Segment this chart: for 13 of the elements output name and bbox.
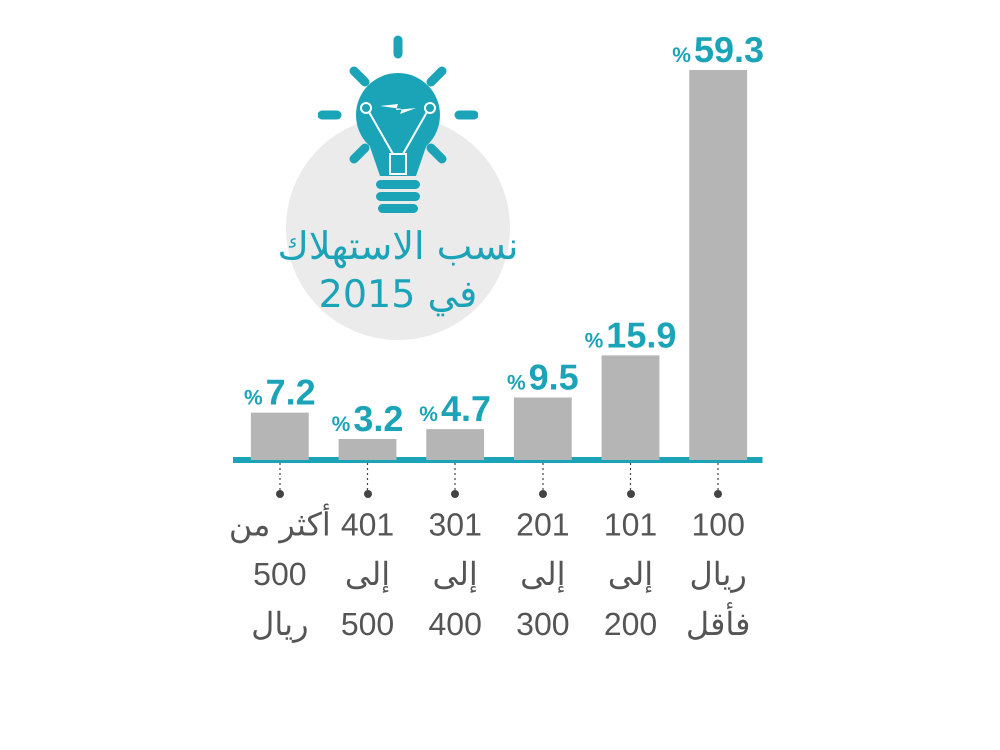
bar (250, 412, 309, 460)
data-label: %15.9 (584, 314, 676, 356)
bar (426, 429, 484, 460)
data-label: %59.3 (672, 29, 764, 70)
bar (338, 438, 396, 460)
data-label: %3.2 (332, 398, 404, 439)
bar (602, 355, 660, 460)
text: نسب الاستهلاك في 2015 (276, 223, 520, 318)
data-label: %4.7 (419, 388, 492, 430)
bar (514, 398, 572, 460)
data-label: %7.2 (244, 372, 316, 413)
bar (689, 70, 748, 460)
data-label: %9.5 (506, 356, 579, 398)
